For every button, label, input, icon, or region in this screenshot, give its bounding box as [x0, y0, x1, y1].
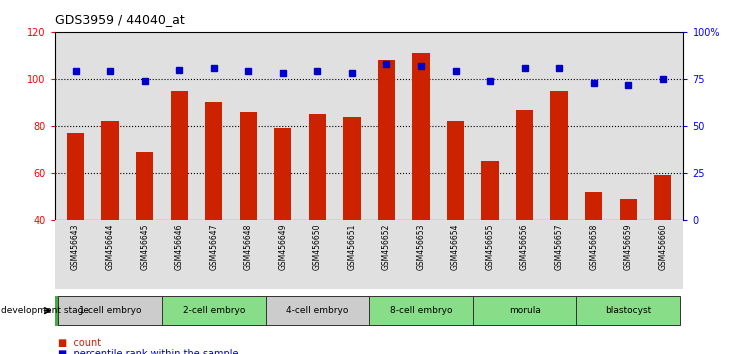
Text: GSM456646: GSM456646 [175, 224, 183, 270]
Bar [136, 152, 154, 314]
Text: GSM456650: GSM456650 [313, 224, 322, 270]
Text: GSM456655: GSM456655 [485, 224, 495, 270]
Bar [447, 121, 464, 314]
Bar [577, 297, 680, 325]
Bar [473, 297, 577, 325]
Bar [378, 60, 395, 314]
Text: GSM456660: GSM456660 [658, 224, 667, 270]
Bar [162, 297, 265, 325]
Text: 2-cell embryo: 2-cell embryo [183, 306, 245, 315]
Bar [58, 297, 162, 325]
Bar [170, 91, 188, 314]
Text: GSM456645: GSM456645 [140, 224, 149, 270]
Bar [550, 91, 568, 314]
Text: GSM456643: GSM456643 [71, 224, 80, 270]
Bar [102, 121, 118, 314]
Bar [482, 161, 499, 314]
Text: GDS3959 / 44040_at: GDS3959 / 44040_at [55, 12, 184, 25]
Text: GSM456653: GSM456653 [417, 224, 425, 270]
Bar [308, 114, 326, 314]
Text: development stage: development stage [1, 306, 88, 315]
Text: GSM456651: GSM456651 [347, 224, 357, 270]
Text: 1-cell embryo: 1-cell embryo [79, 306, 141, 315]
Text: GSM456659: GSM456659 [624, 224, 633, 270]
Bar [620, 199, 637, 314]
Bar [274, 129, 292, 314]
Bar [369, 297, 473, 325]
Bar [265, 297, 369, 325]
Text: 4-cell embryo: 4-cell embryo [286, 306, 349, 315]
Text: GSM456652: GSM456652 [382, 224, 391, 270]
Bar [654, 176, 671, 314]
Bar [240, 112, 257, 314]
Text: ■  percentile rank within the sample: ■ percentile rank within the sample [58, 349, 239, 354]
Text: blastocyst: blastocyst [605, 306, 651, 315]
Text: morula: morula [509, 306, 540, 315]
Text: GSM456649: GSM456649 [279, 224, 287, 270]
Bar [412, 53, 430, 314]
Bar [205, 103, 222, 314]
Text: GSM456647: GSM456647 [209, 224, 219, 270]
Text: GSM456658: GSM456658 [589, 224, 598, 270]
Text: GSM456644: GSM456644 [105, 224, 115, 270]
Bar [55, 220, 683, 289]
Text: GSM456656: GSM456656 [520, 224, 529, 270]
Text: GSM456648: GSM456648 [243, 224, 253, 270]
Text: GSM456654: GSM456654 [451, 224, 460, 270]
Text: ■  count: ■ count [58, 338, 102, 348]
Bar [344, 116, 360, 314]
Text: 8-cell embryo: 8-cell embryo [390, 306, 452, 315]
Bar [67, 133, 84, 314]
Bar [516, 109, 533, 314]
Bar [585, 192, 602, 314]
Text: GSM456657: GSM456657 [555, 224, 564, 270]
